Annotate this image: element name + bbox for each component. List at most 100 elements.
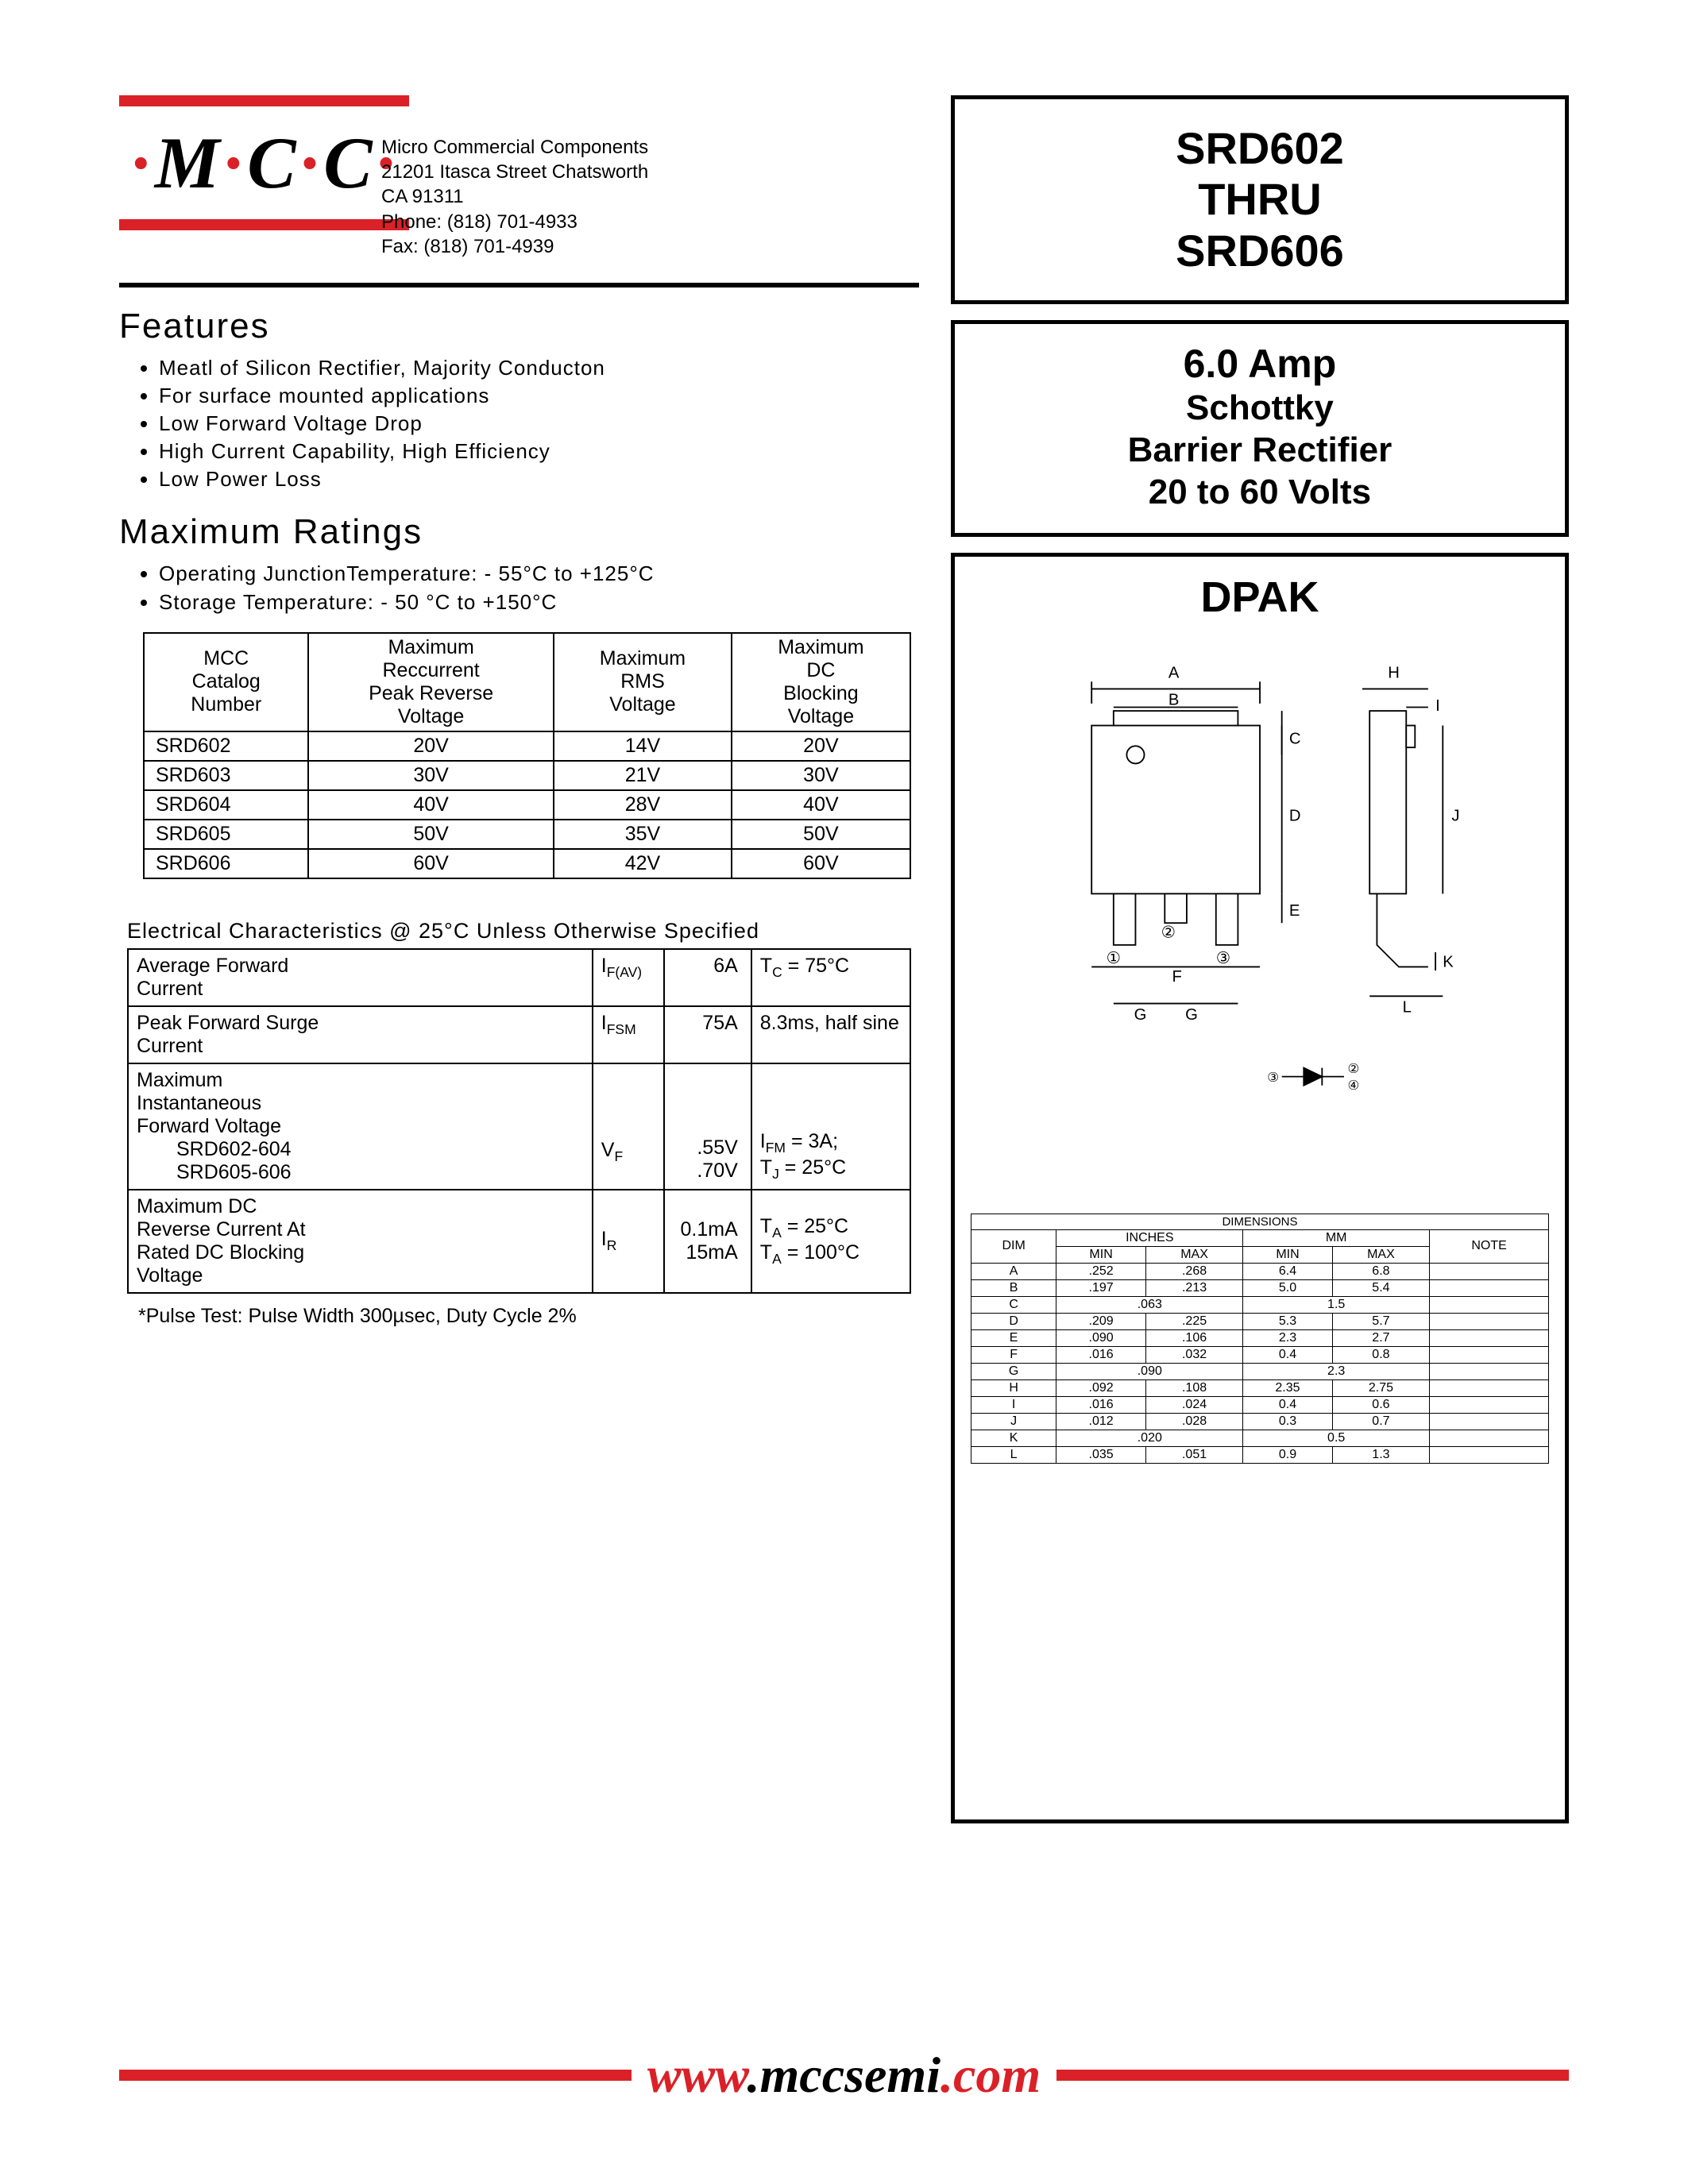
table-cell: SRD602 (144, 731, 308, 761)
dim-col: MAX (1332, 1246, 1429, 1263)
package-drawing: A B C D E F G G H I J K L ① ② ③ (971, 638, 1549, 1194)
ratings-header: MaximumReccurrentPeak ReverseVoltage (308, 633, 553, 731)
table-cell: 60V (308, 849, 553, 878)
dim-label-h: H (1388, 664, 1400, 681)
dim-unit: MM (1243, 1229, 1430, 1246)
ratings-header: MaximumDCBlockingVoltage (732, 633, 910, 731)
dim-unit: INCHES (1056, 1229, 1243, 1246)
feature-item: For surface mounted applications (159, 382, 919, 410)
company-addr1: 21201 Itasca Street Chatsworth (381, 160, 919, 184)
dim-col: MIN (1243, 1246, 1333, 1263)
dim-title: DIMENSIONS (971, 1214, 1548, 1229)
elec-table: Average ForwardCurrent IF(AV) 6A TC = 75… (127, 948, 911, 1294)
dim-label-c: C (1289, 730, 1301, 747)
pin-label: ② (1161, 924, 1176, 941)
desc-box: 6.0 Amp Schottky Barrier Rectifier 20 to… (951, 320, 1569, 536)
table-cell: 40V (308, 790, 553, 820)
dim-row: D.209.2255.35.7 (971, 1313, 1548, 1329)
ratings-header: MCCCatalogNumber (144, 633, 308, 731)
company-phone: Phone: (818) 701-4933 (381, 210, 919, 234)
table-cell: 20V (732, 731, 910, 761)
elec-param: Average ForwardCurrent (128, 949, 593, 1006)
elec-cond: 8.3ms, half sine (751, 1006, 910, 1063)
title-l1: SRD602 (963, 123, 1557, 174)
dim-col: MAX (1145, 1246, 1242, 1263)
desc-l2: Barrier Rectifier (963, 430, 1557, 472)
footer-bar-right (1056, 2070, 1569, 2081)
dim-label-i: I (1435, 697, 1440, 715)
elec-sym: IR (593, 1190, 664, 1293)
table-cell: SRD604 (144, 790, 308, 820)
logo: ·M·C·C· (119, 95, 409, 230)
divider (119, 283, 919, 287)
pin-label: ① (1107, 949, 1121, 967)
title-box: SRD602 THRU SRD606 (951, 95, 1569, 304)
ratings-table: MCCCatalogNumber MaximumReccurrentPeak R… (143, 632, 911, 879)
logo-text: ·M·C·C· (129, 122, 400, 203)
table-cell: 14V (554, 731, 732, 761)
rating-bullet: Operating JunctionTemperature: - 55°C to… (159, 560, 919, 588)
elec-title: Electrical Characteristics @ 25°C Unless… (127, 919, 919, 943)
desc-l1: Schottky (963, 388, 1557, 430)
elec-sym: IFSM (593, 1006, 664, 1063)
dim-col: NOTE (1430, 1229, 1549, 1263)
table-cell: 21V (554, 761, 732, 790)
feature-item: Low Forward Voltage Drop (159, 410, 919, 438)
dim-label-j: J (1451, 807, 1459, 824)
elec-sym: IF(AV) (593, 949, 664, 1006)
elec-cond: IFM = 3A;TJ = 25°C (751, 1063, 910, 1190)
dim-label-g: G (1185, 1005, 1198, 1023)
dim-row: A.252.2686.46.8 (971, 1263, 1548, 1279)
dim-label-a: A (1168, 664, 1180, 681)
dim-row: H.092.1082.352.75 (971, 1379, 1548, 1396)
elec-param: MaximumInstantaneousForward VoltageSRD60… (128, 1063, 593, 1190)
dim-label-e: E (1289, 902, 1300, 920)
company-info: Micro Commercial Components 21201 Itasca… (381, 135, 919, 259)
ratings-header: MaximumRMSVoltage (554, 633, 732, 731)
feature-item: High Current Capability, High Efficiency (159, 438, 919, 465)
elec-param: Peak Forward SurgeCurrent (128, 1006, 593, 1063)
table-cell: SRD605 (144, 820, 308, 849)
desc-l3: 20 to 60 Volts (963, 472, 1557, 514)
table-cell: 30V (308, 761, 553, 790)
dim-row: B.197.2135.05.4 (971, 1279, 1548, 1296)
feature-item: Low Power Loss (159, 465, 919, 493)
footer-url: www.mccsemi.com (647, 2046, 1041, 2105)
elec-val: .55V.70V (664, 1063, 751, 1190)
footer: www.mccsemi.com (119, 2046, 1569, 2105)
dim-label-f: F (1172, 967, 1181, 985)
dim-row: F.016.0320.40.8 (971, 1346, 1548, 1363)
table-cell: 20V (308, 731, 553, 761)
elec-footnote: *Pulse Test: Pulse Width 300µsec, Duty C… (138, 1305, 919, 1328)
dimensions-table: DIMENSIONS DIM INCHES MM NOTE MIN MAX MI… (971, 1214, 1549, 1464)
desc-amp: 6.0 Amp (963, 340, 1557, 388)
dim-label-k: K (1443, 953, 1454, 970)
feature-item: Meatl of Silicon Rectifier, Majority Con… (159, 354, 919, 382)
svg-text:④: ④ (1347, 1078, 1359, 1093)
company-addr2: CA 91311 (381, 184, 919, 209)
rating-bullet: Storage Temperature: - 50 °C to +150°C (159, 588, 919, 616)
dim-row: L.035.0510.91.3 (971, 1446, 1548, 1463)
svg-text:②: ② (1347, 1061, 1359, 1076)
table-cell: 60V (732, 849, 910, 878)
title-l2: THRU (963, 174, 1557, 225)
dim-row: I.016.0240.40.6 (971, 1396, 1548, 1413)
table-cell: 28V (554, 790, 732, 820)
elec-val: 6A (664, 949, 751, 1006)
pin-label: ③ (1216, 949, 1230, 967)
features-list: Meatl of Silicon Rectifier, Majority Con… (159, 354, 919, 493)
dim-label-b: B (1168, 691, 1180, 708)
elec-cond: TC = 75°C (751, 949, 910, 1006)
table-cell: 50V (732, 820, 910, 849)
elec-val: 0.1mA15mA (664, 1190, 751, 1293)
title-l3: SRD606 (963, 226, 1557, 276)
dim-label-g: G (1134, 1005, 1147, 1023)
table-cell: 42V (554, 849, 732, 878)
dim-row: C.0631.5 (971, 1296, 1548, 1313)
dim-col: MIN (1056, 1246, 1146, 1263)
table-cell: 30V (732, 761, 910, 790)
ratings-title: Maximum Ratings (119, 512, 919, 552)
dim-row: G.0902.3 (971, 1363, 1548, 1379)
table-cell: SRD603 (144, 761, 308, 790)
dim-label-d: D (1289, 807, 1301, 824)
